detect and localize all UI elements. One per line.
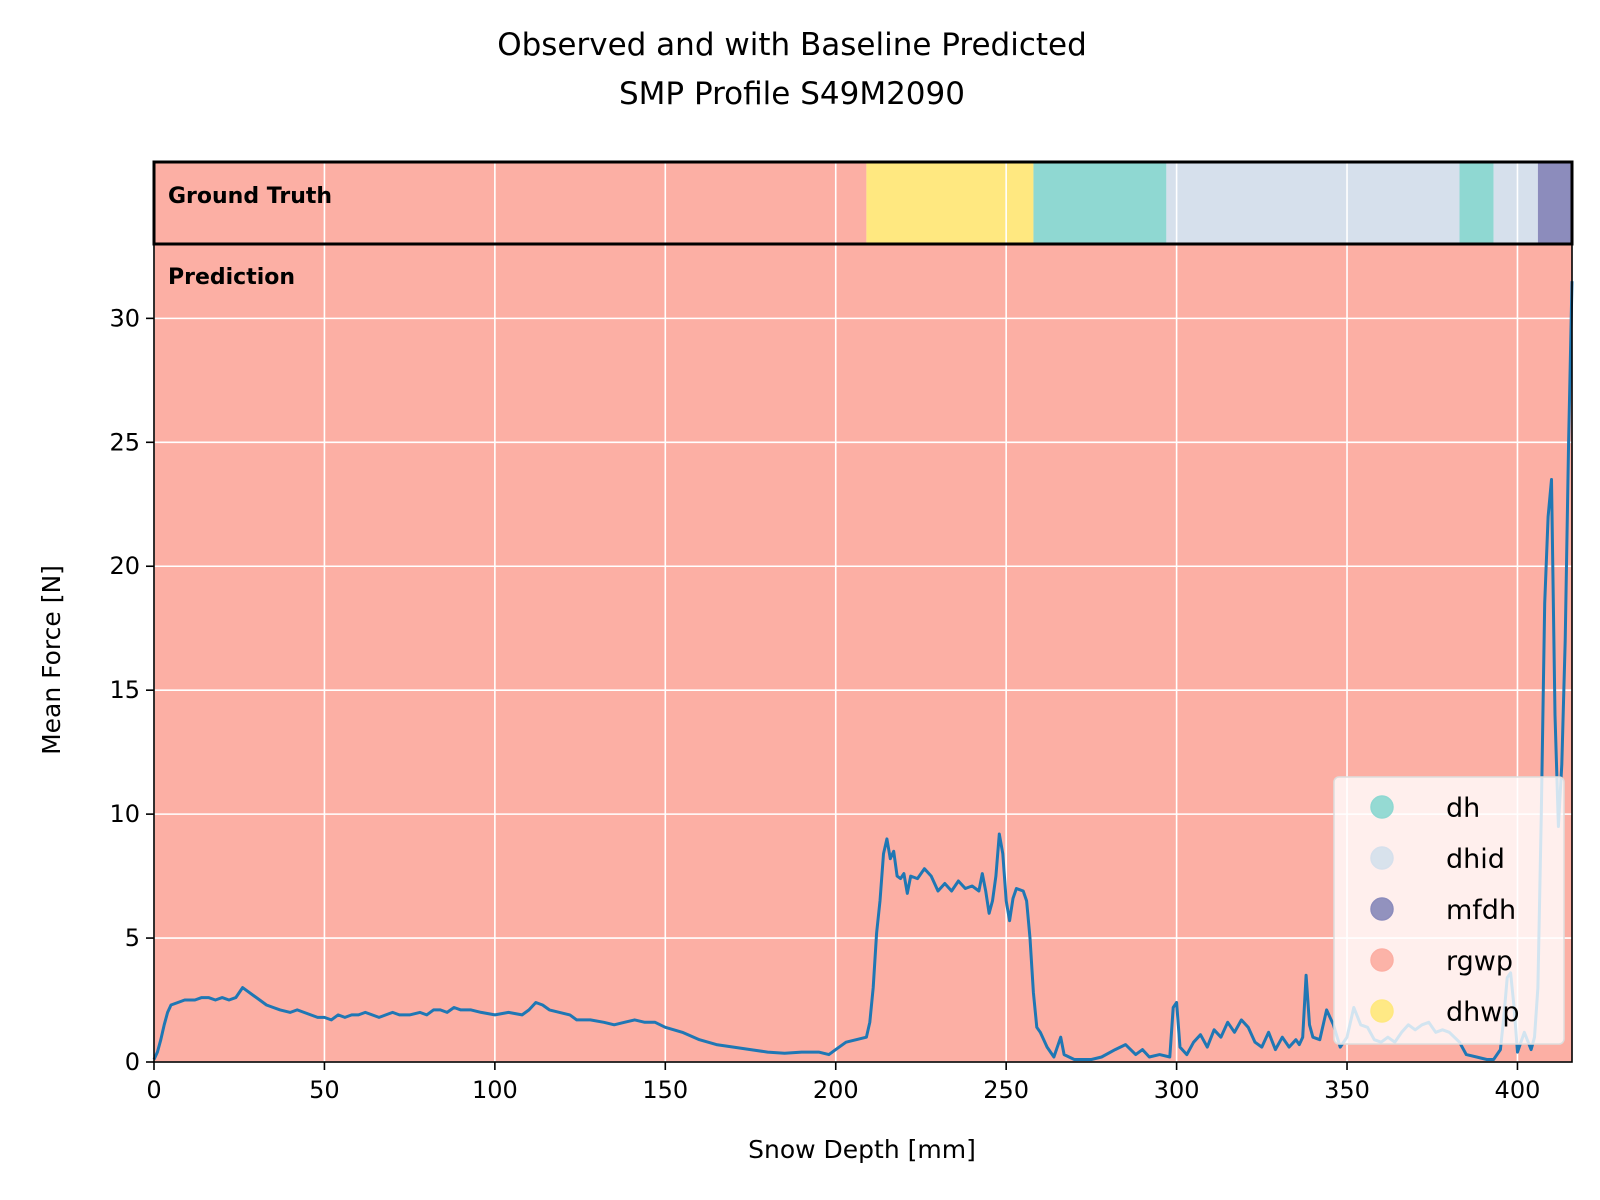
legend-marker-dhwp (1370, 999, 1394, 1023)
ground-truth-segment-dhid (1493, 162, 1538, 244)
y-tick-label: 25 (109, 428, 140, 456)
y-tick-label: 15 (109, 676, 140, 704)
y-tick-label: 30 (109, 304, 140, 332)
legend-label-dhwp: dhwp (1446, 997, 1519, 1028)
ground-truth-segment-dhwp (866, 162, 1034, 244)
x-tick-label: 150 (642, 1076, 688, 1104)
legend-label-dh: dh (1446, 793, 1480, 824)
legend-label-mfdh: mfdh (1446, 895, 1516, 926)
x-axis-label: Snow Depth [mm] (748, 1135, 976, 1164)
ground-truth-label: Ground Truth (168, 184, 332, 209)
ground-truth-segment-dh (1033, 162, 1167, 244)
prediction-label: Prediction (168, 265, 295, 290)
x-axis-ticks: 0 50 100 150 200 250 300 350 400 (146, 1062, 1540, 1104)
y-tick-label: 5 (125, 924, 140, 952)
legend-box (1333, 776, 1565, 1045)
x-tick-label: 0 (146, 1076, 161, 1104)
x-tick-label: 200 (813, 1076, 859, 1104)
legend-label-rgwp: rgwp (1446, 946, 1513, 977)
ground-truth-band (154, 162, 1572, 244)
axes-frame (152, 160, 1574, 1063)
x-tick-label: 50 (309, 1076, 340, 1104)
legend-marker-rgwp (1370, 948, 1394, 972)
legend-marker-mfdh (1370, 897, 1394, 921)
ground-truth-segment-dh (1459, 162, 1494, 244)
y-axis-label: Mean Force [N] (37, 565, 66, 755)
x-tick-label: 400 (1495, 1076, 1541, 1104)
y-tick-label: 0 (125, 1048, 140, 1076)
x-tick-label: 250 (983, 1076, 1029, 1104)
x-tick-label: 350 (1324, 1076, 1370, 1104)
y-tick-label: 10 (109, 800, 140, 828)
ground-truth-segment-rgwp (154, 162, 867, 244)
legend: dh dhid mfdh rgwp dhwp (1333, 776, 1565, 1045)
y-tick-label: 20 (109, 552, 140, 580)
legend-label-dhid: dhid (1446, 844, 1505, 875)
y-axis-ticks: 0 5 10 15 20 25 30 (109, 304, 154, 1076)
x-tick-label: 100 (472, 1076, 518, 1104)
legend-marker-dhid (1370, 846, 1394, 870)
plot-frame (153, 243, 1573, 1063)
legend-marker-dh (1370, 795, 1394, 819)
chart-title-line-2: SMP Profile S49M2090 (619, 76, 965, 112)
ground-truth-segment-mfdh (1537, 162, 1572, 244)
chart-title: Observed and with Baseline Predicted SMP… (497, 27, 1087, 112)
x-tick-label: 300 (1154, 1076, 1200, 1104)
ground-truth-segment-dhid (1166, 162, 1460, 244)
chart-title-line-1: Observed and with Baseline Predicted (497, 27, 1087, 63)
